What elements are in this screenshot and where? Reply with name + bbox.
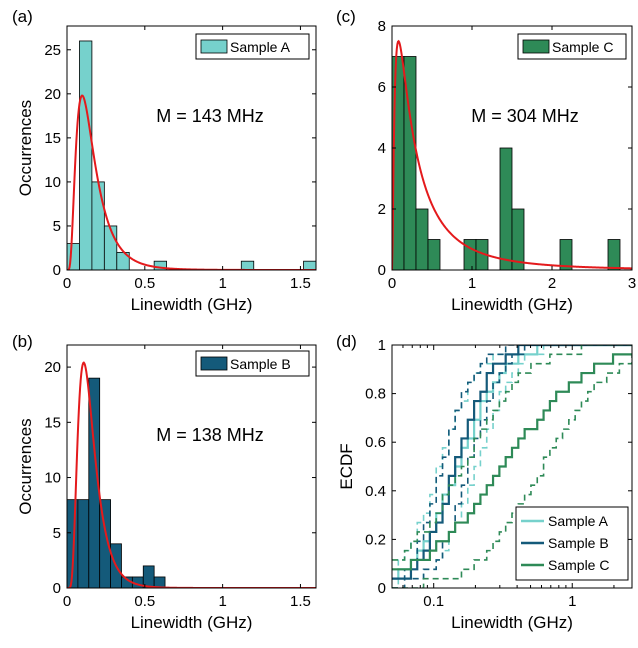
ecdf-line xyxy=(392,353,632,571)
fit-curve xyxy=(392,39,632,270)
panel-label: (c) xyxy=(336,7,356,26)
y-axis-label: Occurrences xyxy=(16,418,35,514)
median-annotation: M = 304 MHz xyxy=(471,106,579,126)
legend: Sample A Sample B Sample C xyxy=(515,506,629,581)
panel-label: (a) xyxy=(12,7,33,26)
y-tick-label: 8 xyxy=(378,18,386,35)
ecdf-confidence-bound xyxy=(392,345,632,561)
histogram-bar xyxy=(77,499,90,588)
histogram-bar xyxy=(103,225,118,270)
axes-frame xyxy=(391,344,633,589)
y-tick-label: 10 xyxy=(44,470,61,487)
histogram-bar xyxy=(79,40,93,270)
histogram-bar xyxy=(427,239,441,270)
x-axis-label: Linewidth (GHz) xyxy=(131,295,253,314)
y-tick-label: 0 xyxy=(378,580,386,597)
y-tick-label: 20 xyxy=(44,86,61,103)
y-tick-label: 0.4 xyxy=(365,483,386,500)
y-axis-label: ECDF xyxy=(337,443,356,489)
legend-label: Sample C xyxy=(548,557,609,573)
x-tick-label: 0 xyxy=(63,275,71,292)
y-tick-label: 5 xyxy=(53,218,61,235)
axes-frame xyxy=(66,25,317,271)
median-annotation: M = 138 MHz xyxy=(156,425,264,445)
x-tick-label: 1 xyxy=(218,275,226,292)
legend-label: Sample A xyxy=(548,513,609,529)
panel-d: 0.1 1 0 0.2 0.4 0.6 0.8 1 Linewidth (GHz) ECDF (d)… xyxy=(336,332,633,632)
x-tick-label: 1 xyxy=(568,593,576,610)
histogram-bar xyxy=(463,239,477,270)
x-axis-label: Linewidth (GHz) xyxy=(451,295,573,314)
legend-swatch xyxy=(200,356,228,371)
histogram-bar xyxy=(559,239,573,270)
legend-label: Sample A xyxy=(230,39,291,55)
x-tick-label: 3 xyxy=(628,275,636,292)
panel-a: 0 0.5 1 1.5 0 5 10 15 20 25 Linewidth (GHz) Occurre… xyxy=(12,7,317,314)
y-tick-label: 20 xyxy=(44,359,61,376)
histogram-bar xyxy=(403,56,417,270)
y-tick-label: 15 xyxy=(44,130,61,147)
legend-label: Sample C xyxy=(552,39,613,55)
x-tick-label: 0 xyxy=(388,275,396,292)
y-tick-label: 0 xyxy=(53,262,61,279)
x-tick-label: 0 xyxy=(63,593,71,610)
y-tick-label: 0.8 xyxy=(365,386,386,403)
y-tick-label: 0 xyxy=(53,580,61,597)
median-annotation: M = 143 MHz xyxy=(156,106,264,126)
histogram-bar xyxy=(511,208,525,270)
x-tick-label: 1 xyxy=(218,593,226,610)
x-tick-label: 2 xyxy=(548,275,556,292)
ecdf-confidence-bound xyxy=(392,345,632,580)
histogram-bar xyxy=(415,208,429,270)
y-tick-label: 1 xyxy=(378,337,386,354)
panel-b: 0 0.5 1 1.5 0 5 10 15 20 Linewidth (GHz) Occurrenc… xyxy=(12,332,317,632)
axes-frame xyxy=(66,344,317,589)
y-tick-label: 4 xyxy=(378,140,386,157)
y-tick-label: 25 xyxy=(44,42,61,59)
panel-label: (b) xyxy=(12,332,33,351)
y-tick-label: 0 xyxy=(378,262,386,279)
y-tick-label: 15 xyxy=(44,414,61,431)
x-tick-label: 0.1 xyxy=(423,593,444,610)
legend-swatch xyxy=(200,39,228,54)
histogram-bar xyxy=(240,260,255,270)
histogram-bar xyxy=(499,147,513,270)
histogram-bar xyxy=(303,260,316,270)
legend: Sample A xyxy=(195,33,310,60)
legend-box xyxy=(515,506,629,581)
histogram-bar xyxy=(153,260,167,270)
panel-c: 0 1 2 3 0 2 4 6 8 Linewidth (GHz) (c) M = 304 MHz Sa… xyxy=(336,7,636,314)
x-tick-label: 0.5 xyxy=(134,275,155,292)
x-tick-label: 1.5 xyxy=(290,275,311,292)
y-tick-label: 2 xyxy=(378,201,386,218)
x-tick-label: 1.5 xyxy=(290,593,311,610)
x-tick-label: 0.5 xyxy=(134,593,155,610)
y-tick-label: 6 xyxy=(378,79,386,96)
x-tick-label: 1 xyxy=(468,275,476,292)
y-tick-label: 0.2 xyxy=(365,531,386,548)
legend-label: Sample B xyxy=(230,356,291,372)
panel-label: (d) xyxy=(336,332,357,351)
legend: Sample C xyxy=(517,33,627,60)
histogram-bar xyxy=(607,239,621,270)
ecdf-line xyxy=(392,345,632,580)
legend: Sample B xyxy=(195,350,310,377)
y-tick-label: 0.6 xyxy=(365,434,386,451)
y-axis-label: Occurrences xyxy=(16,100,35,196)
y-tick-label: 10 xyxy=(44,174,61,191)
legend-label: Sample B xyxy=(548,535,609,551)
ecdf-confidence-bound xyxy=(392,345,632,588)
x-axis-label: Linewidth (GHz) xyxy=(131,613,253,632)
legend-swatch xyxy=(522,39,550,54)
histogram-bar xyxy=(91,181,105,270)
x-axis-label: Linewidth (GHz) xyxy=(451,613,573,632)
y-tick-label: 5 xyxy=(53,525,61,542)
